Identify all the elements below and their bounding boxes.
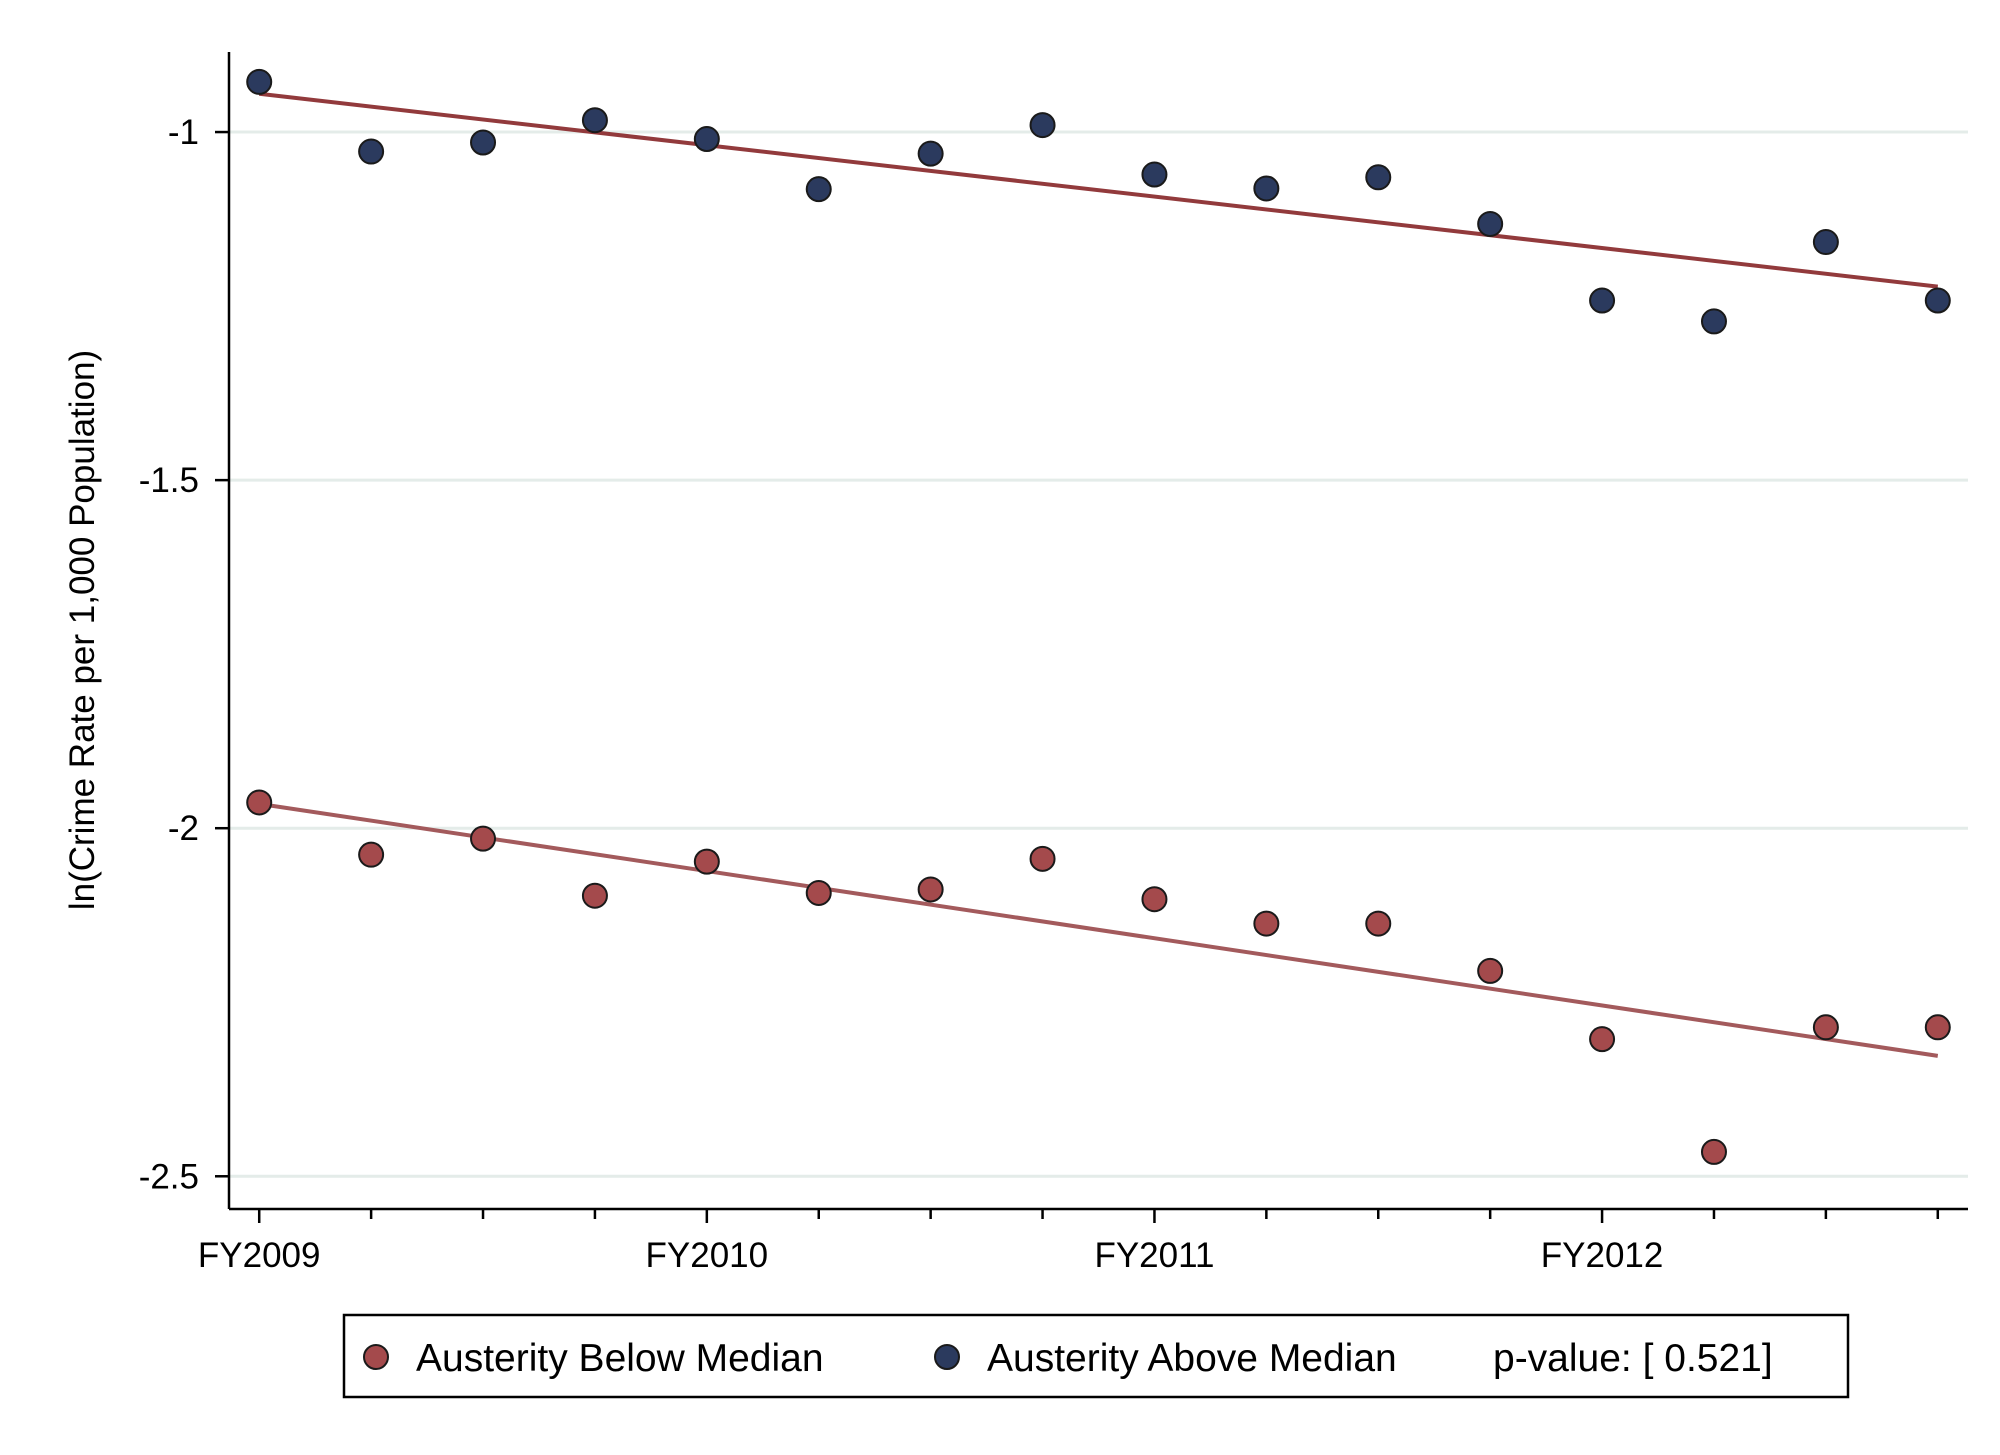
x-tick-label: FY2010 [646, 1236, 769, 1275]
data-point-below-median [581, 882, 608, 909]
data-point-below-median [1253, 910, 1280, 937]
data-point-below-median [470, 825, 497, 852]
fit-line-above-median [258, 91, 1939, 289]
data-point-above-median [693, 126, 720, 153]
y-tick-label: -1.5 [139, 461, 199, 500]
data-point-above-median [1365, 164, 1392, 191]
y-tick-label: -2.5 [139, 1157, 199, 1196]
legend: Austerity Below Median Austerity Above M… [342, 1313, 1850, 1399]
data-point-below-median [1029, 845, 1056, 872]
data-point-below-median [1812, 1014, 1839, 1041]
data-point-above-median [1812, 229, 1839, 256]
data-point-above-median [1253, 175, 1280, 202]
legend-label-above: Austerity Above Median [987, 1337, 1397, 1380]
fit-lines [258, 91, 1939, 1058]
legend-marker-below [363, 1344, 389, 1370]
data-markers [246, 68, 1951, 1165]
x-tick-label: FY2009 [198, 1236, 321, 1275]
data-point-above-median [805, 176, 832, 203]
data-point-above-median [1141, 161, 1168, 188]
y-tick-label: -2 [168, 809, 199, 848]
x-ticks: FY2009 FY2010 FY2011 FY2012 [198, 1209, 1940, 1275]
data-point-above-median [358, 138, 385, 165]
data-point-above-median [1924, 287, 1951, 314]
data-point-above-median [1589, 287, 1616, 314]
fit-line-below-median [258, 801, 1939, 1058]
data-point-above-median [1477, 210, 1504, 237]
p-value-annotation: p-value: [ 0.521] [1493, 1337, 1773, 1380]
x-tick-label: FY2011 [1094, 1236, 1214, 1275]
data-point-below-median [1589, 1026, 1616, 1053]
legend-box [342, 1313, 1850, 1399]
data-point-below-median [1924, 1014, 1951, 1041]
x-tick-label: FY2012 [1541, 1236, 1664, 1275]
legend-marker-above [934, 1344, 960, 1370]
data-point-below-median [246, 789, 273, 816]
y-tick-label: -1 [168, 113, 199, 152]
data-point-above-median [246, 68, 273, 95]
data-point-above-median [581, 107, 608, 134]
y-axis-title: ln(Crime Rate per 1,000 Population) [63, 350, 102, 910]
grid-lines [229, 130, 1968, 1178]
data-point-above-median [917, 140, 944, 167]
data-point-below-median [1141, 886, 1168, 913]
data-point-below-median [805, 879, 832, 906]
data-point-below-median [358, 841, 385, 868]
data-point-below-median [1700, 1138, 1727, 1165]
y-axis: -1 -1.5 -2 -2.5 [139, 52, 231, 1209]
x-axis: FY2009 FY2010 FY2011 FY2012 [198, 1207, 1968, 1275]
data-point-above-median [470, 129, 497, 156]
data-point-below-median [1365, 910, 1392, 937]
data-point-below-median [1477, 957, 1504, 984]
data-point-above-median [1700, 308, 1727, 335]
data-point-below-median [693, 848, 720, 875]
data-point-above-median [1029, 112, 1056, 139]
legend-label-below: Austerity Below Median [416, 1337, 824, 1380]
y-ticks: -1 -1.5 -2 -2.5 [139, 113, 229, 1196]
data-point-below-median [917, 876, 944, 903]
